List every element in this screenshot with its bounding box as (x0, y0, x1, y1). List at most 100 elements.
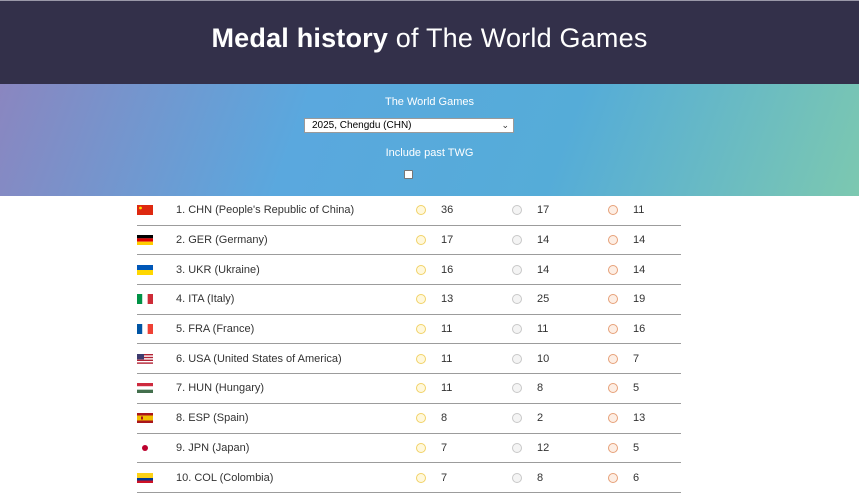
include-past-label: Include past TWG (385, 147, 474, 159)
country-name: 10. COL (Colombia) (176, 471, 274, 484)
silver-count: 17 (537, 204, 550, 217)
bronze-count: 14 (633, 234, 646, 247)
bronze-medal-icon (608, 472, 618, 483)
bronze-medal-icon (608, 205, 618, 216)
gold-medal-icon (416, 353, 426, 364)
country-name: 3. UKR (Ukraine) (176, 263, 260, 276)
gold-count: 17 (441, 234, 454, 247)
silver-count: 14 (537, 263, 550, 276)
flag-colombia-icon (137, 472, 153, 483)
table-row: 10. COL (Colombia) 7 8 6 (137, 463, 681, 493)
silver-count: 14 (537, 234, 550, 247)
country-name: 7. HUN (Hungary) (176, 382, 265, 395)
silver-count: 12 (537, 441, 550, 454)
silver-medal-icon (512, 472, 522, 483)
bronze-medal-icon (608, 353, 618, 364)
bronze-medal-icon (608, 413, 618, 424)
silver-medal-icon (512, 442, 522, 453)
bronze-count: 11 (633, 204, 645, 217)
table-row: 9. JPN (Japan) 7 12 5 (137, 434, 681, 464)
gold-count: 11 (441, 352, 453, 365)
bronze-count: 5 (633, 441, 640, 454)
page-title-bold: Medal history (211, 23, 389, 53)
page-title: Medal history of The World Games (211, 23, 647, 54)
page-title-rest: of The World Games (388, 23, 648, 53)
country-name: 2. GER (Germany) (176, 234, 268, 247)
table-row: 2. GER (Germany) 17 14 14 (137, 226, 681, 256)
gold-medal-icon (416, 442, 426, 453)
gold-count: 16 (441, 263, 454, 276)
flag-spain-icon (137, 413, 153, 424)
flag-germany-icon (137, 235, 153, 246)
bronze-count: 19 (633, 293, 646, 306)
games-select[interactable]: 2025, Chengdu (CHN) ⌄ (304, 118, 514, 133)
table-row: 5. FRA (France) 11 11 16 (137, 315, 681, 345)
bronze-medal-icon (608, 264, 618, 275)
bronze-count: 5 (633, 382, 640, 395)
gold-medal-icon (416, 472, 426, 483)
bronze-count: 6 (633, 471, 640, 484)
bronze-medal-icon (608, 294, 618, 305)
country-name: 6. USA (United States of America) (176, 352, 342, 365)
gold-count: 8 (441, 412, 448, 425)
silver-count: 8 (537, 382, 544, 395)
chevron-down-icon: ⌄ (501, 120, 509, 130)
gold-count: 11 (441, 382, 453, 395)
flag-ukraine-icon (137, 264, 153, 275)
silver-medal-icon (512, 205, 522, 216)
silver-count: 25 (537, 293, 550, 306)
table-row: 6. USA (United States of America) 11 10 7 (137, 344, 681, 375)
country-name: 1. CHN (People's Republic of China) (176, 204, 355, 217)
bronze-medal-icon (608, 383, 618, 394)
silver-medal-icon (512, 235, 522, 246)
gold-count: 7 (441, 441, 448, 454)
gold-count: 11 (441, 323, 453, 336)
silver-count: 2 (537, 412, 544, 425)
table-row: 7. HUN (Hungary) 11 8 5 (137, 374, 681, 404)
silver-count: 10 (537, 352, 550, 365)
table-row: 4. ITA (Italy) 13 25 19 (137, 285, 681, 315)
gold-medal-icon (416, 324, 426, 335)
include-past-checkbox[interactable] (404, 170, 413, 179)
gold-count: 36 (441, 204, 454, 217)
silver-medal-icon (512, 413, 522, 424)
gold-count: 13 (441, 293, 454, 306)
silver-medal-icon (512, 353, 522, 364)
country-name: 8. ESP (Spain) (176, 412, 249, 425)
medal-table: 1. CHN (People's Republic of China) 36 17 1… (137, 196, 681, 493)
silver-count: 8 (537, 471, 544, 484)
flag-france-icon (137, 324, 153, 335)
silver-medal-icon (512, 264, 522, 275)
silver-medal-icon (512, 294, 522, 305)
silver-count: 11 (537, 323, 549, 336)
flag-usa-icon (137, 353, 153, 364)
gold-medal-icon (416, 294, 426, 305)
bronze-medal-icon (608, 442, 618, 453)
page-header: Medal history of The World Games (0, 0, 859, 84)
country-name: 9. JPN (Japan) (176, 441, 250, 454)
gold-medal-icon (416, 235, 426, 246)
gold-medal-icon (416, 205, 426, 216)
gold-count: 7 (441, 471, 448, 484)
bronze-count: 7 (633, 352, 640, 365)
silver-medal-icon (512, 383, 522, 394)
country-name: 4. ITA (Italy) (176, 293, 235, 306)
flag-china-icon (137, 205, 153, 216)
flag-hungary-icon (137, 383, 153, 394)
flag-japan-icon (137, 442, 153, 453)
filter-panel: The World Games 2025, Chengdu (CHN) ⌄ In… (0, 84, 859, 196)
silver-medal-icon (512, 324, 522, 335)
table-row: 1. CHN (People's Republic of China) 36 17 1… (137, 196, 681, 226)
country-name: 5. FRA (France) (176, 323, 255, 336)
games-select-value: 2025, Chengdu (CHN) (312, 120, 412, 131)
bronze-medal-icon (608, 235, 618, 246)
bronze-count: 16 (633, 323, 646, 336)
bronze-medal-icon (608, 324, 618, 335)
bronze-count: 13 (633, 412, 646, 425)
gold-medal-icon (416, 264, 426, 275)
table-row: 3. UKR (Ukraine) 16 14 14 (137, 255, 681, 286)
gold-medal-icon (416, 413, 426, 424)
table-row: 8. ESP (Spain) 8 2 13 (137, 404, 681, 434)
bronze-count: 14 (633, 263, 646, 276)
flag-italy-icon (137, 294, 153, 305)
